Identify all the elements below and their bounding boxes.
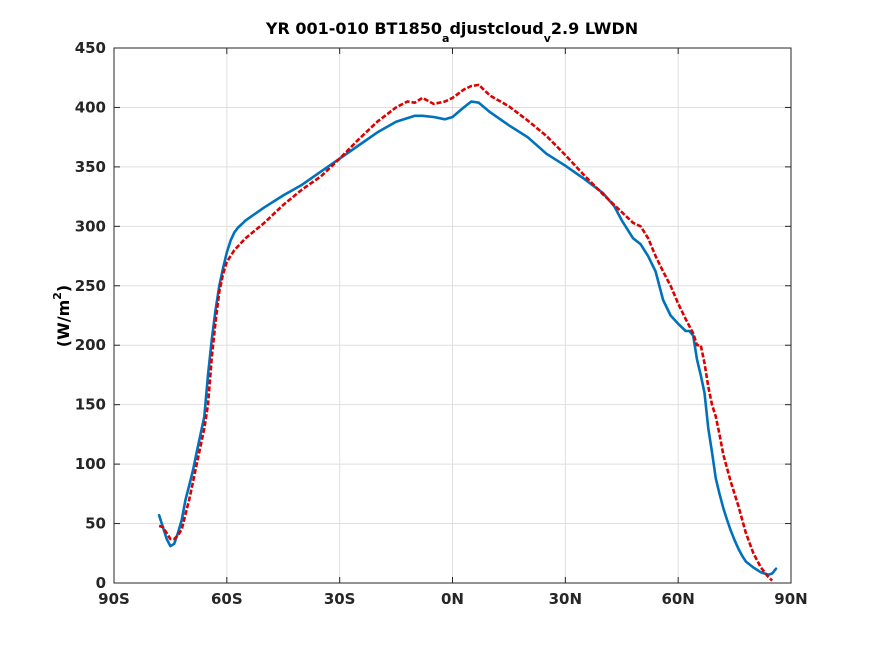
x-tick-label: 90N — [774, 590, 807, 608]
y-tick-label: 0 — [96, 574, 106, 592]
y-tick-label: 200 — [75, 336, 106, 354]
y-tick-label: 50 — [85, 515, 106, 533]
y-tick-label: 400 — [75, 98, 106, 116]
x-tick-label: 30S — [324, 590, 356, 608]
y-tick-label: 150 — [75, 396, 106, 414]
x-tick-label: 90S — [98, 590, 130, 608]
x-tick-label: 60N — [661, 590, 694, 608]
y-tick-label: 300 — [75, 217, 106, 235]
y-tick-label: 450 — [75, 39, 106, 57]
x-tick-label: 30N — [549, 590, 582, 608]
tick-marks — [113, 47, 792, 584]
y-tick-label: 350 — [75, 158, 106, 176]
series-layer — [157, 83, 778, 582]
x-tick-label: 0N — [441, 590, 464, 608]
x-tick-label: 60S — [211, 590, 243, 608]
series-line-2 — [158, 83, 774, 582]
y-tick-label: 250 — [75, 277, 106, 295]
tick-labels: 90S 60S 30S 0N 30N 60N 90N 0 50 100 150 200 250 300 35… — [75, 39, 808, 608]
y-axis-label: (W/m2) — [51, 285, 73, 347]
chart-title: YR 001-010 BT1850adjustcloudv2.9 LWDN — [265, 19, 638, 45]
series-line-1 — [157, 100, 778, 577]
y-tick-label: 100 — [75, 455, 106, 473]
